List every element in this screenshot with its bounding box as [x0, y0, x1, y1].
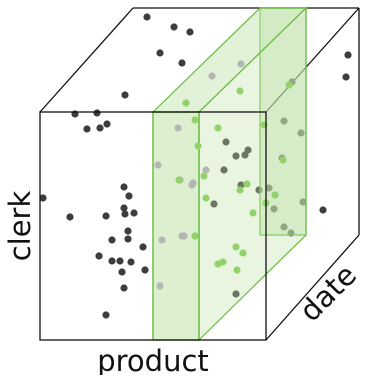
slice-front-face [152, 111, 200, 341]
scatter-point-faded [202, 166, 210, 174]
cube-top-right-depth-edge [265, 7, 360, 113]
scatter-point [280, 117, 288, 125]
scatter-point [93, 109, 101, 117]
cube-top-left-depth-edge [39, 7, 134, 113]
scatter-point-highlighted [219, 258, 227, 266]
scatter-point-faded [158, 236, 166, 244]
scatter-point-faded [154, 161, 162, 169]
cube-front-face [39, 111, 267, 341]
scatter-points-back [39, 13, 352, 319]
scatter-point [118, 268, 126, 276]
scatter-point [297, 129, 305, 137]
scatter-point [299, 198, 307, 206]
cube-bottom-right-depth-edge [265, 234, 360, 341]
scatter-point-faded [180, 232, 188, 240]
product-slice [151, 6, 308, 342]
scatter-point-highlighted [243, 180, 251, 188]
scatter-point-highlighted [191, 232, 199, 240]
scatter-point [265, 184, 273, 192]
scatter-point [342, 73, 350, 81]
x-axis-label: product [97, 344, 209, 375]
scatter-point-highlighted [239, 249, 247, 257]
scatter-point-highlighted [200, 172, 208, 180]
scatter-point [130, 209, 138, 217]
scatter-point [255, 186, 263, 194]
scatter-point [232, 290, 240, 298]
scatter-point [120, 183, 128, 191]
scatter-point [143, 13, 151, 21]
scatter-point [156, 49, 164, 57]
scatter-point [344, 51, 352, 59]
scatter-point-faded [189, 179, 197, 187]
scatter-point [121, 210, 129, 218]
scatter-point-highlighted [236, 186, 244, 194]
scatter-point-highlighted [194, 142, 202, 150]
scatter-point [116, 257, 124, 265]
scatter-point-highlighted [202, 194, 210, 202]
y-axis-label: clerk [3, 191, 37, 262]
scatter-point [220, 166, 228, 174]
scatter-point [102, 311, 110, 319]
scatter-point-highlighted [271, 191, 279, 199]
scatter-point [141, 266, 149, 274]
scatter-point [244, 146, 252, 154]
scatter-point [125, 192, 133, 200]
cube-back-edges [39, 7, 360, 341]
scatter-point [178, 59, 186, 67]
scatter-point-faded [174, 124, 182, 132]
scatter-point-faded [208, 72, 216, 80]
scatter-point [124, 227, 132, 235]
scatter-point-highlighted [191, 116, 199, 124]
scatter-point-highlighted [182, 99, 190, 107]
scatter-point-highlighted [285, 81, 293, 89]
scatter-point [121, 91, 129, 99]
scatter-point-highlighted [232, 243, 240, 251]
scatter-point-highlighted [175, 176, 183, 184]
scatter-point [39, 194, 47, 202]
scatter-point [186, 28, 194, 36]
scatter-point-highlighted [249, 209, 257, 217]
z-axis-label: date [293, 258, 363, 328]
scatter-point [83, 125, 91, 133]
scatter-point [102, 212, 110, 220]
scatter-point [120, 204, 128, 212]
scatter-point [95, 252, 103, 260]
scatter-point [210, 200, 218, 208]
scatter-point [120, 284, 128, 292]
scatter-point [222, 138, 230, 146]
scatter-point [96, 124, 104, 132]
scatter-point [66, 213, 74, 221]
scatter-point-highlighted [236, 87, 244, 95]
scatter-point [108, 236, 116, 244]
scatter-point [270, 205, 278, 213]
scatter-point [103, 120, 111, 128]
scatter-point [319, 206, 327, 214]
scatter-point-highlighted [233, 266, 241, 274]
scatter-point-highlighted [214, 124, 222, 132]
scatter-point [139, 243, 147, 251]
scatter-point [124, 235, 132, 243]
scatter-point-faded [156, 282, 164, 290]
scatter-point-faded [237, 60, 245, 68]
scatter-point [108, 257, 116, 265]
scatter-point [127, 258, 135, 266]
scatter-point [170, 23, 178, 31]
scatter-point-highlighted [279, 156, 287, 164]
scatter-point [232, 152, 240, 160]
scatter-point [280, 223, 288, 231]
